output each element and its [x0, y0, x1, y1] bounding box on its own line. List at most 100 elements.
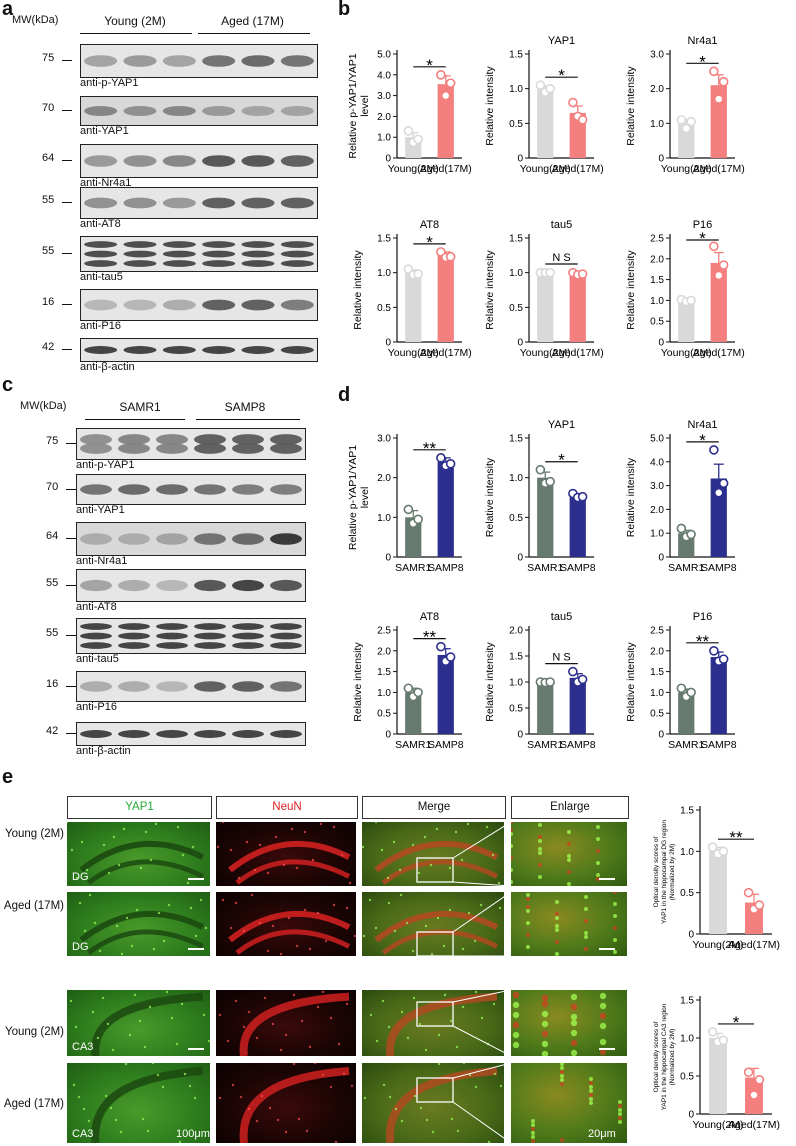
significance-mark: ** — [729, 828, 743, 847]
cell-dot — [589, 1101, 593, 1105]
band — [241, 346, 275, 354]
antibody-label: anti-P16 — [76, 701, 117, 713]
blot-image — [76, 569, 306, 602]
cell-dot — [295, 944, 299, 948]
band — [194, 681, 226, 692]
cell-dot — [411, 843, 415, 847]
category-label: Aged(17M) — [728, 1119, 780, 1131]
y-tick-label: 0.5 — [650, 709, 664, 720]
cell-dot — [512, 991, 520, 999]
category-label: Aged(17M) — [552, 163, 604, 175]
cell-dot — [362, 934, 366, 938]
cell-dot — [512, 1021, 520, 1029]
cell-dot — [479, 903, 483, 907]
cell-dot — [120, 952, 124, 956]
cell-dot — [122, 827, 126, 831]
blot-image — [76, 428, 306, 460]
blot-image — [80, 187, 318, 219]
y-tick-label: 1.5 — [509, 434, 523, 445]
cell-dot — [419, 1106, 423, 1110]
scale-bar — [188, 1048, 204, 1050]
cell-dot — [538, 875, 542, 879]
antibody-label: anti-p-YAP1 — [80, 77, 139, 89]
cell-dot — [599, 1022, 607, 1030]
neun-image — [216, 990, 356, 1056]
y-tick-label: 1.0 — [509, 268, 523, 279]
blot-image — [76, 474, 306, 505]
cell-dot — [555, 924, 559, 928]
zoom-box — [416, 1001, 454, 1027]
cell-dot — [497, 881, 501, 885]
cell-dot — [425, 1118, 429, 1122]
band — [280, 241, 314, 248]
band — [280, 346, 314, 354]
band — [232, 443, 264, 454]
antibody-label: anti-P16 — [80, 320, 121, 332]
cell-dot — [541, 1020, 549, 1028]
band — [280, 55, 314, 67]
granule-layer — [79, 910, 205, 943]
chart-title: P16 — [693, 219, 713, 231]
bar — [537, 477, 554, 557]
cell-dot — [567, 830, 571, 834]
blot-bands — [84, 105, 314, 117]
cell-dot — [596, 873, 600, 877]
cell-dot — [308, 947, 312, 951]
cell-dot — [284, 1130, 288, 1134]
mw-tick — [62, 202, 72, 203]
cell-dot — [567, 842, 571, 846]
scale-bar — [599, 878, 615, 880]
band — [270, 632, 302, 640]
category-label: SAMP8 — [428, 739, 464, 751]
y-tick-label: 0.5 — [509, 303, 523, 314]
cell-dot — [75, 876, 79, 880]
y-tick-label: 0 — [658, 553, 664, 564]
band — [80, 681, 112, 692]
cell-dot — [199, 898, 203, 902]
region-label: DG — [72, 941, 89, 953]
data-point — [445, 458, 456, 469]
band — [123, 55, 157, 67]
cell-dot — [584, 919, 588, 923]
bar-chart: Nr4a1 Relative intensity 0 1.0 2.0 3.0 Young(2… — [625, 35, 745, 175]
granule-layer — [235, 859, 351, 885]
cell-dot — [146, 1129, 150, 1133]
band — [202, 260, 236, 267]
blot-bands — [84, 299, 314, 311]
mw-marker: 16 — [46, 677, 59, 690]
antibody-label: anti-YAP1 — [80, 125, 129, 137]
neun-image — [216, 1063, 356, 1143]
bar — [537, 682, 554, 734]
bar — [678, 300, 695, 342]
data-point — [535, 80, 546, 91]
blot-image — [80, 96, 318, 126]
band — [194, 632, 226, 640]
blot-image — [80, 236, 318, 272]
band — [202, 197, 236, 209]
scale-label: 20μm — [588, 1128, 616, 1140]
blot-bands — [80, 730, 302, 738]
bar — [710, 478, 727, 557]
blot-image — [76, 671, 306, 702]
y-tick-label: 1.0 — [377, 133, 391, 144]
y-tick-label: 4.0 — [377, 70, 391, 81]
bar-chart: AT8 Relative intensity 0 0.5 1.0 1.5 2.0 2.5 SAM… — [352, 611, 464, 751]
data-point — [676, 115, 687, 125]
y-axis-label: Relative p-YAP1/YAP1level — [347, 53, 371, 158]
scale-bar — [599, 1048, 615, 1050]
cell-dot — [596, 837, 600, 841]
cell-dot — [175, 1042, 179, 1046]
data-point — [718, 846, 729, 857]
significance-mark: N S — [552, 252, 570, 264]
cell-dot — [526, 945, 530, 949]
antibody-label: anti-YAP1 — [76, 504, 125, 516]
enlarge-image — [511, 822, 627, 886]
band — [270, 642, 302, 649]
row-label: Young (2M) — [4, 1026, 64, 1038]
data-point — [713, 270, 724, 281]
bar-chart: AT8 Relative intensity 0 0.5 1.0 1.5 Young(2M)… — [352, 219, 472, 359]
cell-dot — [499, 1084, 503, 1088]
cell-dot — [584, 895, 588, 899]
mw-tick — [66, 488, 76, 490]
cell-dot — [511, 868, 513, 872]
